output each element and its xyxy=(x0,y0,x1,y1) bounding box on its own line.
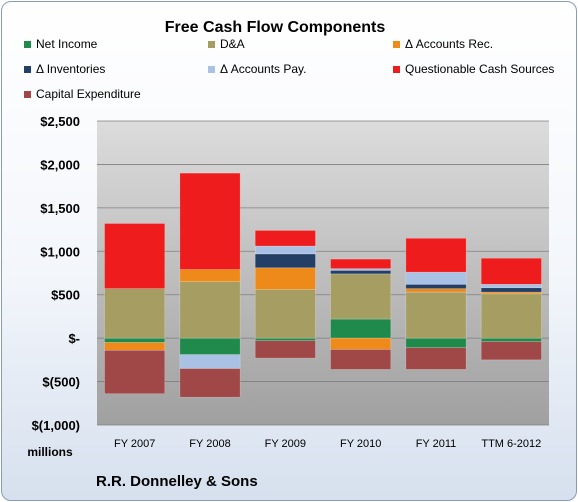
bar-danda xyxy=(405,291,467,339)
bar-questionable-cash-sources xyxy=(104,223,166,289)
legend-label-net-income: Net Income xyxy=(36,37,98,51)
bar-delta-accounts-rec xyxy=(254,267,316,290)
bar-delta-inventories xyxy=(330,270,392,275)
legend-swatch-danda xyxy=(208,41,215,48)
bar-net-income xyxy=(179,337,241,355)
bar-questionable-cash-sources xyxy=(405,237,467,273)
bar-net-income xyxy=(104,337,166,343)
bar-delta-accounts-rec xyxy=(179,269,241,282)
bar-delta-accounts-pay xyxy=(405,271,467,285)
bar-capital-expenditure xyxy=(480,341,542,361)
bar-net-income xyxy=(480,337,542,342)
bar-delta-accounts-pay xyxy=(179,354,241,369)
bar-delta-accounts-pay xyxy=(480,283,542,289)
legend-label-delta-accounts-pay: Δ Accounts Pay. xyxy=(220,62,307,76)
y-tick-label: $2,500 xyxy=(40,114,80,129)
bar-capital-expenditure xyxy=(330,349,392,370)
bar-delta-accounts-pay xyxy=(254,245,316,255)
y-tick-label: $- xyxy=(68,331,80,346)
x-tick-label: FY 2010 xyxy=(340,438,381,450)
bar-delta-inventories xyxy=(405,283,467,289)
bar-danda xyxy=(104,288,166,339)
x-axis: FY 2007 FY 2008 FY 2009 FY 2010 FY 2011 TTM 6… xyxy=(114,438,541,450)
bar-capital-expenditure xyxy=(405,347,467,370)
y-tick-label: $2,000 xyxy=(40,157,80,172)
legend-label-delta-accounts-rec: Δ Accounts Rec. xyxy=(405,37,493,51)
bar-danda xyxy=(254,289,316,339)
x-tick-label: FY 2008 xyxy=(189,438,230,450)
bar-capital-expenditure xyxy=(254,340,316,359)
legend-label-danda: D&A xyxy=(220,37,245,51)
bar-delta-accounts-rec xyxy=(330,337,392,350)
legend-swatch-questionable-cash-sources xyxy=(393,66,400,73)
bar-questionable-cash-sources xyxy=(330,258,392,269)
gridlines xyxy=(97,120,549,426)
bar-questionable-cash-sources xyxy=(254,230,316,247)
bar-capital-expenditure xyxy=(104,350,166,395)
y-tick-label: $(1,000) xyxy=(32,418,80,433)
bar-danda xyxy=(179,281,241,339)
legend-label-capital-expenditure: Capital Expenditure xyxy=(36,87,141,101)
legend-swatch-capital-expenditure xyxy=(24,91,31,98)
legend-swatch-net-income xyxy=(24,41,31,48)
bar-delta-inventories xyxy=(254,253,316,269)
y-tick-label: $1,000 xyxy=(40,244,80,259)
x-tick-label: FY 2011 xyxy=(416,438,457,450)
legend-label-questionable-cash-sources: Questionable Cash Sources xyxy=(405,62,554,76)
x-tick-label: FY 2007 xyxy=(114,438,155,450)
bar-delta-accounts-rec xyxy=(104,342,166,351)
bar-questionable-cash-sources xyxy=(179,172,241,270)
y-axis-units-label: millions xyxy=(27,445,73,459)
bar-net-income xyxy=(405,337,467,348)
legend-swatch-delta-accounts-pay xyxy=(208,66,215,73)
bar-delta-accounts-rec xyxy=(405,288,467,293)
bars xyxy=(104,172,542,398)
y-tick-label: $(500) xyxy=(42,375,80,390)
bar-danda xyxy=(330,273,392,320)
company-name: R.R. Donnelley & Sons xyxy=(96,473,258,490)
x-tick-label: FY 2009 xyxy=(265,438,306,450)
y-axis: $2,500 $2,000 $1,500 $1,000 $500 $- $(500) $(1,… xyxy=(32,114,80,433)
bar-danda xyxy=(480,293,542,339)
bar-questionable-cash-sources xyxy=(480,257,542,285)
legend-swatch-delta-inventories xyxy=(24,66,31,73)
bar-net-income xyxy=(254,337,316,342)
chart-title: Free Cash Flow Components xyxy=(165,19,386,36)
bar-delta-inventories xyxy=(480,287,542,293)
x-tick-label: TTM 6-2012 xyxy=(481,438,541,450)
bar-net-income xyxy=(330,318,392,339)
legend-label-delta-inventories: Δ Inventories xyxy=(36,62,105,76)
y-tick-label: $500 xyxy=(51,288,80,303)
bar-capital-expenditure xyxy=(179,368,241,398)
legend-swatch-delta-accounts-rec xyxy=(393,41,400,48)
legend: Net Income D&A Δ Accounts Rec. Δ Inventorie… xyxy=(24,37,554,101)
y-tick-label: $1,500 xyxy=(40,201,80,216)
plot-area xyxy=(97,121,549,425)
